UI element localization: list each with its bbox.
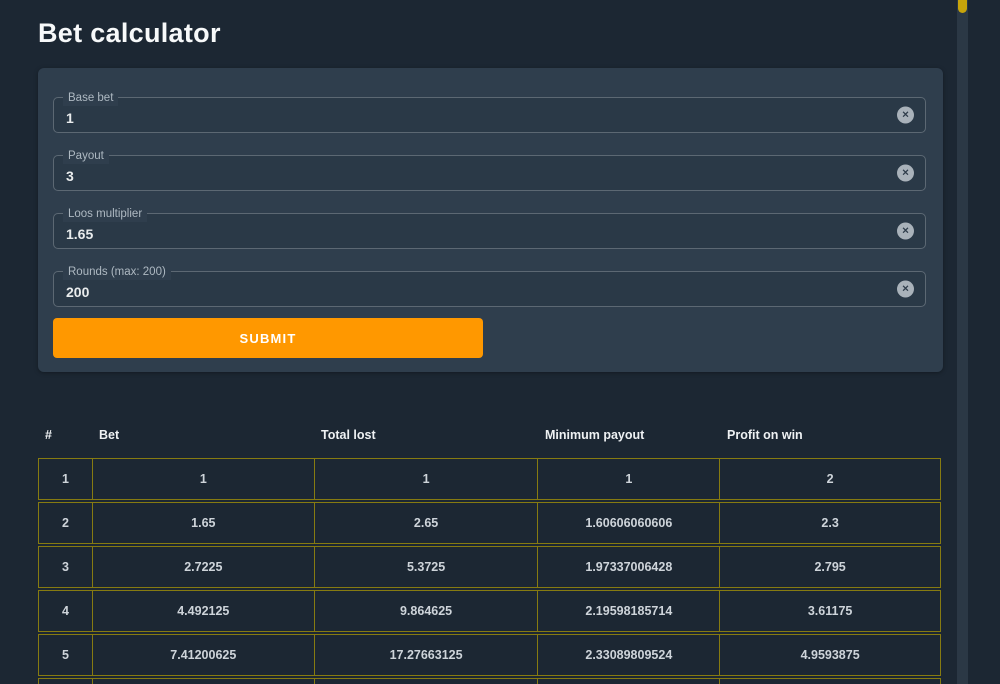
table-row bbox=[38, 678, 941, 684]
table-cell: 1.60606060606 bbox=[537, 502, 721, 544]
table-cell: 4.9593875 bbox=[719, 634, 941, 676]
calculator-card: Base bet ✕ Payout ✕ Loos multiplier ✕ Ro… bbox=[38, 68, 943, 372]
table-cell: 4.492125 bbox=[91, 590, 315, 632]
table-cell: 1 bbox=[537, 458, 721, 500]
table-header-cell: Total lost bbox=[321, 428, 376, 442]
table-cell: 4 bbox=[38, 590, 93, 632]
table-cell: 5 bbox=[38, 634, 93, 676]
table-cell: 2.33089809524 bbox=[537, 634, 721, 676]
table-cell bbox=[91, 678, 315, 684]
table-cell: 17.27663125 bbox=[313, 634, 539, 676]
table-cell: 2 bbox=[719, 458, 941, 500]
field-payout[interactable]: Payout ✕ bbox=[53, 148, 926, 191]
payout-clear-icon[interactable]: ✕ bbox=[897, 164, 914, 182]
table-cell: 3 bbox=[38, 546, 93, 588]
field-rounds[interactable]: Rounds (max: 200) ✕ bbox=[53, 264, 926, 307]
table-cell: 3.61175 bbox=[719, 590, 941, 632]
table-header-cell: # bbox=[45, 428, 52, 442]
table-row: 4 4.492125 9.864625 2.19598185714 3.6117… bbox=[38, 590, 941, 632]
scrollbar-thumb[interactable] bbox=[958, 0, 967, 13]
table-cell: 2.7225 bbox=[91, 546, 315, 588]
submit-button[interactable]: SUBMIT bbox=[53, 318, 483, 358]
table-row: 2 1.65 2.65 1.60606060606 2.3 bbox=[38, 502, 941, 544]
results-table-header: # Bet Total lost Minimum payout Profit o… bbox=[38, 420, 941, 450]
table-cell bbox=[537, 678, 721, 684]
table-cell: 1.65 bbox=[91, 502, 315, 544]
results-table: 1 1 1 1 2 2 1.65 2.65 1.60606060606 2.3 … bbox=[38, 458, 941, 684]
table-header-cell: Profit on win bbox=[727, 428, 803, 442]
table-cell: 2.19598185714 bbox=[537, 590, 721, 632]
table-cell: 9.864625 bbox=[313, 590, 539, 632]
field-loos-multiplier[interactable]: Loos multiplier ✕ bbox=[53, 206, 926, 249]
table-cell: 2.65 bbox=[313, 502, 539, 544]
rounds-clear-icon[interactable]: ✕ bbox=[897, 280, 914, 298]
table-cell: 2.3 bbox=[719, 502, 941, 544]
field-base-bet[interactable]: Base bet ✕ bbox=[53, 90, 926, 133]
table-cell bbox=[313, 678, 539, 684]
page-title: Bet calculator bbox=[38, 18, 221, 48]
table-cell: 5.3725 bbox=[313, 546, 539, 588]
table-header-cell: Bet bbox=[99, 428, 120, 442]
loos-multiplier-input[interactable] bbox=[54, 214, 925, 248]
base-bet-clear-icon[interactable]: ✕ bbox=[897, 106, 914, 124]
table-cell bbox=[719, 678, 941, 684]
table-row: 5 7.41200625 17.27663125 2.33089809524 4… bbox=[38, 634, 941, 676]
table-cell: 1.97337006428 bbox=[537, 546, 721, 588]
table-row: 1 1 1 1 2 bbox=[38, 458, 941, 500]
table-cell: 1 bbox=[91, 458, 315, 500]
loos-multiplier-clear-icon[interactable]: ✕ bbox=[897, 222, 914, 240]
table-cell: 7.41200625 bbox=[91, 634, 315, 676]
table-cell: 1 bbox=[313, 458, 539, 500]
table-cell: 1 bbox=[38, 458, 93, 500]
table-header-cell: Minimum payout bbox=[545, 428, 645, 442]
table-cell: 2.795 bbox=[719, 546, 941, 588]
rounds-input[interactable] bbox=[54, 272, 925, 306]
base-bet-input[interactable] bbox=[54, 98, 925, 132]
table-cell: 2 bbox=[38, 502, 93, 544]
payout-input[interactable] bbox=[54, 156, 925, 190]
table-cell bbox=[38, 678, 93, 684]
table-row: 3 2.7225 5.3725 1.97337006428 2.795 bbox=[38, 546, 941, 588]
page-scrollbar[interactable] bbox=[957, 0, 968, 684]
